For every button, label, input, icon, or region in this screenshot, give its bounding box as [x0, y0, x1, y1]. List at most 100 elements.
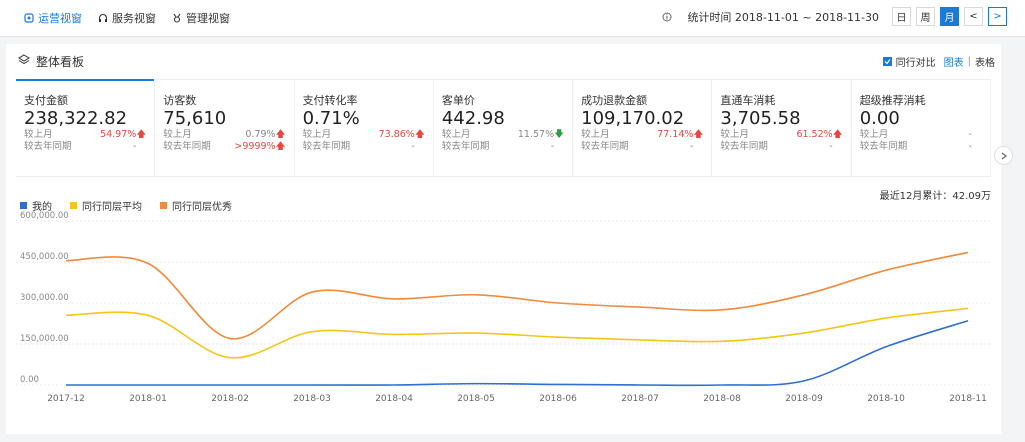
legend-item-me[interactable]: 我的 [20, 198, 52, 213]
mom-label: 较上月 [441, 129, 471, 140]
mom-label: 较上月 [302, 129, 332, 140]
compare-checkbox[interactable] [882, 57, 892, 66]
yoy-label: 较去年同期 [441, 141, 490, 152]
legend-item-excellent[interactable]: 同行同层优秀 [160, 198, 232, 213]
yoy-value: >9999% [234, 141, 276, 152]
next-period-button[interactable]: > [988, 7, 1007, 26]
view-separator: | [967, 56, 971, 67]
chevron-right-icon [1001, 152, 1007, 159]
mom-label: 较上月 [859, 129, 889, 140]
metric-tiles: 支付金额 238,322.82 较上月 54.97% 🡅 较去年同期 - 访客数… [16, 79, 1013, 177]
x-tick-label: 2018-09 [785, 394, 823, 404]
overview-card: 整体看板 同行对比 图表 | 表格 支付金额 238,322.82 较上月 54… [6, 44, 1013, 434]
mom-value: 54.97% [100, 129, 137, 140]
y-tick-label: 600,000.00 [20, 211, 69, 221]
metric-yoy-row: 较去年同期 - [860, 141, 982, 153]
metric-value: 238,322.82 [24, 108, 128, 129]
y-tick-label: 300,000.00 [20, 293, 69, 303]
scroll-right-button[interactable] [994, 146, 1013, 165]
card-controls: 同行对比 图表 | 表格 [882, 54, 995, 69]
medal-icon [172, 13, 182, 23]
x-tick-label: 2018-10 [867, 394, 905, 404]
metric-tile[interactable]: 直通车消耗 3,705.58 较上月 61.52% 🡅 较去年同期 - [712, 80, 852, 176]
x-tick-label: 2018-06 [539, 394, 577, 404]
mom-value: - [968, 129, 972, 140]
metric-value: 0.00 [859, 108, 900, 129]
metric-label: 直通车消耗 [720, 94, 776, 107]
card-header: 整体看板 同行对比 图表 | 表格 [6, 44, 1001, 78]
headset-icon [98, 13, 108, 23]
tab-management[interactable]: 管理视窗 [172, 10, 230, 26]
metric-mom-row: 较上月 77.14% 🡅 [581, 129, 703, 141]
line-chart[interactable]: 0.00 150,000.00 300,000.00 450,000.00 600,00… [6, 209, 1001, 434]
legend-swatch [20, 202, 27, 209]
yoy-label: 较去年同期 [24, 141, 72, 152]
metric-label: 支付金额 [24, 94, 68, 107]
tab-label: 管理视窗 [186, 12, 230, 25]
mom-label: 较上月 [163, 129, 192, 140]
legend-label: 我的 [32, 202, 52, 213]
stat-time-range: 统计时间 2018-11-01 ~ 2018-11-30 [687, 10, 879, 24]
x-tick-label: 2018-02 [211, 394, 249, 404]
metric-mom-row: 较上月 54.97% 🡅 [24, 129, 146, 141]
mom-label: 较上月 [581, 129, 610, 140]
period-month-button[interactable]: 月 [940, 7, 959, 26]
yoy-value: - [968, 141, 972, 152]
info-icon[interactable] [662, 12, 672, 22]
up-arrow-icon: 🡅 [414, 129, 425, 140]
up-arrow-icon: 🡅 [275, 141, 286, 152]
x-tick-label: 2017-12 [47, 394, 85, 404]
mom-value: 0.79% [245, 129, 276, 140]
mom-label: 较上月 [24, 129, 53, 140]
view-table-link[interactable]: 表格 [975, 58, 995, 69]
series-line-1[interactable] [65, 307, 969, 359]
yoy-value: - [689, 141, 694, 152]
tab-operations[interactable]: 运营视窗 [24, 10, 82, 26]
tab-label: 运营视窗 [38, 12, 82, 25]
chart-legend: 我的 同行同层平均 同行同层优秀 [20, 198, 232, 213]
metric-value: 109,170.02 [581, 108, 685, 129]
yoy-value: - [829, 141, 833, 152]
metric-yoy-row: 较去年同期 - [442, 141, 564, 153]
x-tick-label: 2018-08 [703, 394, 741, 404]
legend-label: 同行同层优秀 [172, 202, 232, 213]
operations-icon [24, 13, 34, 23]
metric-yoy-row: 较去年同期 - [24, 141, 146, 153]
up-arrow-icon: 🡅 [693, 129, 704, 140]
metric-yoy-row: 较去年同期 - [581, 141, 703, 153]
top-nav-bar: 运营视窗 服务视窗 管理视窗 统计时间 2018-11-01 ~ 2018-11… [0, 0, 1025, 37]
x-tick-label: 2018-07 [621, 394, 659, 404]
mom-value: 73.86% [378, 129, 415, 140]
metric-mom-row: 较上月 73.86% 🡅 [303, 129, 425, 141]
yoy-label: 较去年同期 [581, 141, 629, 152]
series-line-0[interactable] [65, 320, 969, 387]
metric-yoy-row: 较去年同期 >9999% 🡅 [163, 141, 285, 153]
y-tick-label: 0.00 [20, 375, 39, 385]
tab-service[interactable]: 服务视窗 [98, 10, 156, 26]
metric-tile[interactable]: 支付转化率 0.71% 较上月 73.86% 🡅 较去年同期 - [295, 80, 434, 176]
metric-tile[interactable]: 支付金额 238,322.82 较上月 54.97% 🡅 较去年同期 - [16, 79, 156, 176]
yoy-label: 较去年同期 [720, 141, 768, 152]
metric-tile[interactable]: 访客数 75,610 较上月 0.79% 🡅 较去年同期 >9999% 🡅 [155, 80, 295, 176]
view-tabs: 运营视窗 服务视窗 管理视窗 [24, 10, 230, 26]
metric-label: 成功退款金额 [581, 94, 648, 107]
view-chart-link[interactable]: 图表 [943, 58, 964, 69]
legend-item-avg[interactable]: 同行同层平均 [70, 198, 142, 213]
up-arrow-icon: 🡅 [275, 129, 286, 140]
period-week-button[interactable]: 周 [916, 7, 935, 26]
prev-period-button[interactable]: < [964, 7, 983, 26]
layers-icon [18, 53, 30, 69]
metric-value: 3,705.58 [720, 108, 801, 129]
metric-tile[interactable]: 超级推荐消耗 0.00 较上月 - 较去年同期 - [852, 80, 991, 176]
metric-tile[interactable]: 客单价 442.98 较上月 11.57% 🡇 较去年同期 - [434, 80, 574, 176]
period-day-button[interactable]: 日 [892, 7, 911, 26]
x-tick-label: 2018-03 [293, 394, 331, 404]
yoy-label: 较去年同期 [163, 141, 211, 152]
metric-mom-row: 较上月 11.57% 🡇 [442, 129, 564, 141]
metric-tile[interactable]: 成功退款金额 109,170.02 较上月 77.14% 🡅 较去年同期 - [573, 80, 713, 176]
mom-value: 77.14% [657, 129, 694, 140]
x-tick-label: 2018-11 [949, 394, 987, 404]
metric-value: 442.98 [441, 108, 505, 129]
series-line-2[interactable] [65, 251, 969, 340]
x-tick-label: 2018-04 [375, 394, 413, 404]
